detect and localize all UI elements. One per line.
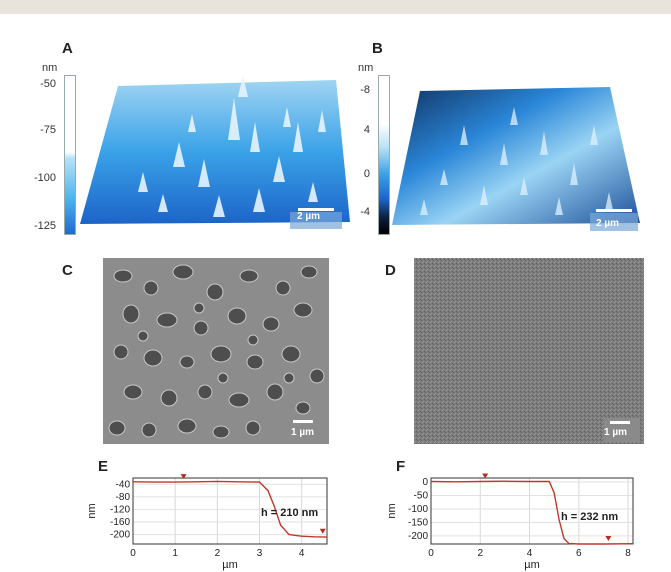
- sem-d-scale-label: 1 µm: [604, 427, 627, 438]
- afm-b-tick-4: -4: [360, 206, 370, 218]
- profile-e-chart: 0 1 2 3 4 -40 -80-120 -160 -200 µm nm h = 210 nm: [86, 474, 328, 571]
- profile-f-height-annotation: h = 232 nm: [561, 511, 618, 523]
- profile-f-ytick-label: -50: [414, 491, 429, 502]
- afm-b-unit: nm: [358, 62, 374, 74]
- afm-b-tick-3: 0: [363, 168, 370, 180]
- afm-b-surface: [392, 87, 640, 231]
- profile-f-xlabel: µm: [524, 559, 540, 571]
- profile-e-axes-frame: [132, 477, 328, 545]
- sem-d-image: [414, 258, 644, 444]
- profile-f-ytick-label: -150: [408, 517, 428, 528]
- profile-e-ylabel: nm: [86, 503, 98, 518]
- profile-e-ytick-label: -80: [116, 492, 131, 503]
- profile-e-xtick-label: 4: [299, 548, 305, 559]
- profile-e-xlabel: µm: [222, 559, 238, 571]
- afm-a-tick-4: -125: [33, 220, 56, 232]
- afm-b-colorbar: [378, 75, 390, 235]
- afm-b-tick-2: 4: [363, 124, 370, 136]
- profile-f-xtick-label: 6: [576, 548, 582, 559]
- profile-e-xtick-label: 1: [172, 548, 178, 559]
- profile-f-ytick-label: -100: [408, 504, 428, 515]
- profile-f-ytick-label: -200: [408, 531, 428, 542]
- panel-letter-f: F: [396, 458, 406, 475]
- panel-letter-a: A: [62, 40, 73, 57]
- profile-f-xtick-label: 8: [625, 548, 631, 559]
- profile-e-ytick-label: -120: [110, 504, 130, 515]
- afm-a-surface: [80, 75, 350, 229]
- sem-c-scale-label: 1 µm: [291, 427, 314, 438]
- profile-e-xtick-label: 3: [257, 548, 263, 559]
- afm-a-tick-1: -50: [40, 78, 56, 90]
- panel-letter-b: B: [372, 40, 383, 57]
- profile-e-ytick-label: -200: [110, 530, 130, 541]
- profile-e-ytick-label: -160: [110, 517, 130, 528]
- panel-letter-d: D: [385, 262, 396, 279]
- panel-letter-e: E: [98, 458, 109, 475]
- profile-f-axes-frame: [430, 477, 634, 545]
- profile-f-xtick-label: 4: [527, 548, 533, 559]
- profile-e-cursor-marker: [319, 528, 326, 534]
- profile-f-ytick-label: 0: [422, 477, 428, 488]
- afm-b-scale-label: 2 µm: [596, 218, 619, 229]
- profile-e-height-annotation: h = 210 nm: [261, 507, 318, 519]
- profile-f-ylabel: nm: [386, 503, 398, 518]
- profile-f-cursor-marker: [605, 536, 612, 541]
- afm-a-tick-3: -100: [33, 172, 56, 184]
- profile-f-xtick-label: 2: [477, 548, 483, 559]
- afm-a-scale-label: 2 µm: [297, 211, 320, 222]
- profile-e-profile-line: [132, 480, 328, 538]
- profile-f-xtick-label: 0: [428, 548, 434, 559]
- profile-e-xtick-label: 0: [130, 548, 136, 559]
- afm-a-colorbar: [64, 75, 76, 235]
- afm-a-unit: nm: [42, 62, 58, 74]
- afm-b-tick-1: -8: [360, 84, 370, 96]
- panel-letter-c: C: [62, 262, 73, 279]
- profile-f-cursor-marker: [482, 473, 489, 479]
- profile-f-profile-line: [430, 480, 634, 545]
- profile-e-ytick-label: -40: [116, 479, 131, 490]
- afm-a-tick-2: -75: [40, 124, 56, 136]
- top-border-bar: [0, 0, 671, 14]
- profile-f-chart: 0 2 4 6 8 0 -50 -100 -150 -200 µm nm h = 232 nm: [386, 473, 634, 571]
- profile-e-cursor-marker: [180, 474, 187, 480]
- profile-e-xtick-label: 2: [215, 548, 221, 559]
- sem-c-image: [103, 258, 329, 444]
